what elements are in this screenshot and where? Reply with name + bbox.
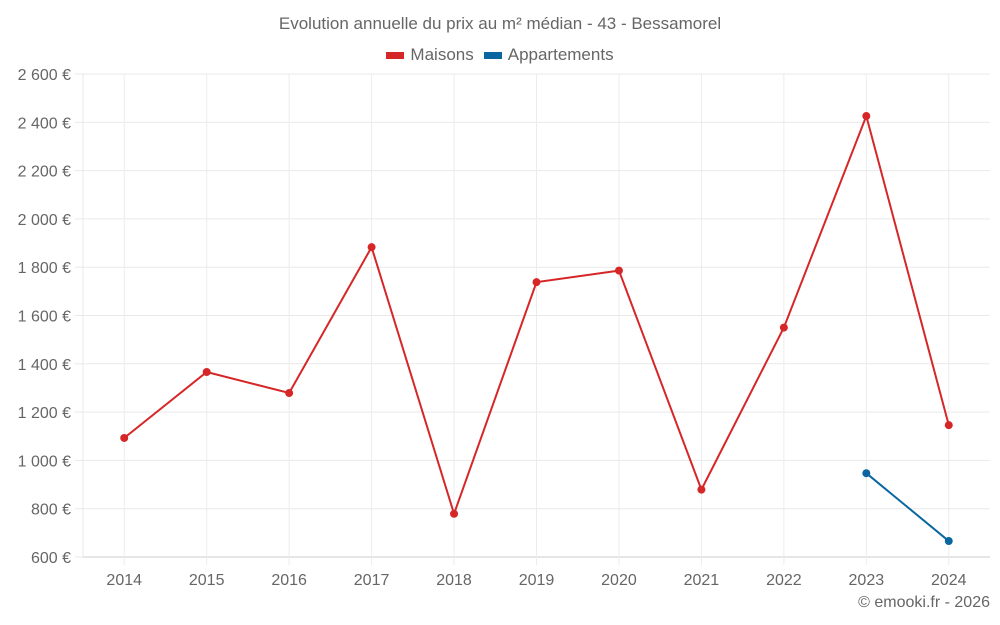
data-point[interactable] [450,509,459,518]
data-point[interactable] [532,278,541,287]
y-tick-label: 1 600 € [18,309,71,326]
legend-swatch-appartements [483,51,502,59]
legend-label-maisons: Maisons [410,45,474,64]
data-point[interactable] [779,323,788,332]
y-tick-label: 1 400 € [18,357,71,374]
data-point[interactable] [120,433,129,442]
y-axis: 600 € 800 € 1 000 € 1 200 € 1 400 € 1 600 € 1 … [18,67,71,567]
legend-swatch-maisons [386,51,405,59]
x-tick-label: 2024 [931,572,967,589]
x-tick-label: 2014 [106,572,142,589]
y-tick-label: 1 200 € [18,405,71,422]
data-point[interactable] [862,112,871,121]
x-axis: 2014 2015 2016 2017 2018 2019 2020 2021 2022 2023… [106,572,966,589]
y-tick-label: 600 € [31,550,71,567]
legend-label-appartements: Appartements [507,45,614,64]
y-tick-label: 800 € [31,502,71,519]
x-tick-label: 2019 [519,572,555,589]
data-point[interactable] [862,469,871,478]
data-point[interactable] [367,243,376,252]
y-tick-label: 2 200 € [18,164,71,181]
data-point[interactable] [944,537,953,546]
series-line-appartements [865,472,950,542]
data-point[interactable] [202,368,211,377]
data-point[interactable] [697,485,706,494]
legend: Maisons Appartements [0,45,1000,65]
data-point[interactable] [614,266,623,275]
x-tick-label: 2022 [766,572,802,589]
legend-item-maisons[interactable]: Maisons [386,45,474,65]
x-tick-label: 2017 [354,572,390,589]
credit-text: © emooki.fr - 2026 [858,594,990,611]
y-tick-label: 2 600 € [18,67,71,84]
x-tick-label: 2016 [271,572,307,589]
y-tick-label: 2 000 € [18,212,71,229]
data-point[interactable] [285,389,294,398]
chart-title: Evolution annuelle du prix au m² médian … [278,14,722,33]
x-tick-label: 2018 [436,572,472,589]
y-tick-label: 1 000 € [18,453,71,470]
x-tick-label: 2020 [601,572,637,589]
data-point[interactable] [944,421,953,430]
x-tick-label: 2015 [189,572,225,589]
series-layer [120,112,953,546]
x-tick-label: 2023 [849,572,885,589]
grid-lines [75,73,990,565]
y-tick-label: 1 800 € [18,260,71,277]
x-tick-label: 2021 [684,572,720,589]
y-tick-label: 2 400 € [18,115,71,132]
legend-item-appartements[interactable]: Appartements [483,45,614,65]
